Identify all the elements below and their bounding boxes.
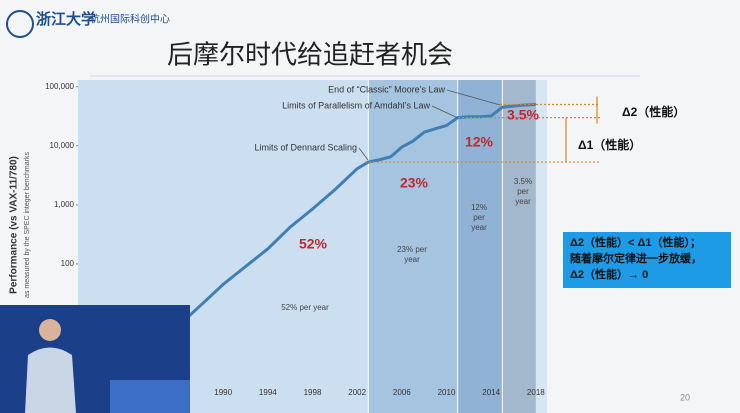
x-tick-label: 1990 [214, 388, 232, 397]
note-line: Δ2（性能）→ 0 [570, 267, 648, 281]
x-tick-label: 2018 [527, 388, 545, 397]
performance-line [177, 103, 536, 327]
y-axis-label: Performance (vs VAX-11/780) [9, 156, 20, 294]
org-text: 杭州国际科创中心 [90, 13, 170, 26]
growth-rate: 12% [465, 134, 494, 150]
note-line: Δ2（性能）< Δ1（性能）； [570, 235, 701, 249]
annotation: End of “Classic” Moore’s Law [328, 84, 445, 94]
region-label: 52% per year [281, 303, 329, 312]
y-tick-label: 100,000 [45, 82, 74, 91]
region-label: year [404, 255, 420, 264]
logo-emblem [6, 10, 34, 38]
x-tick-label: 1998 [304, 388, 322, 397]
slide-title: 后摩尔时代给追赶者机会 [167, 41, 453, 71]
region-label: per [517, 187, 529, 196]
annotation: Limits of Dennard Scaling [254, 142, 357, 152]
x-tick-label: 2014 [482, 388, 500, 397]
region-label: per [473, 213, 485, 222]
growth-rate: 23% [400, 175, 429, 191]
region-label: 3.5% [514, 177, 532, 186]
delta-label: Δ1（性能） [578, 137, 641, 152]
annotation-leader [446, 89, 501, 106]
region [502, 80, 536, 413]
y-axis-sublabel: as measured by the SPEC integer benchmar… [24, 152, 31, 298]
note-box [563, 232, 731, 288]
region-label: year [515, 197, 531, 206]
y-tick-label: 100 [61, 259, 75, 268]
region [368, 80, 458, 413]
delta-label: Δ2（性能） [622, 104, 685, 119]
y-tick-label: 1,000 [54, 200, 75, 209]
x-tick-label: 2002 [348, 388, 366, 397]
annotation-leader [358, 147, 369, 161]
logo-text: 浙江大学 [36, 10, 96, 28]
speaker-video [0, 305, 190, 413]
page-number: 20 [680, 392, 690, 402]
x-tick-label: 1994 [259, 388, 277, 397]
growth-rate: 52% [299, 236, 328, 252]
growth-rate: 3.5% [507, 107, 539, 123]
y-tick-label: 10,000 [50, 141, 75, 150]
x-tick-label: 2010 [438, 388, 456, 397]
annotation-leader [431, 105, 459, 119]
x-tick-label: 2006 [393, 388, 411, 397]
region-label: year [471, 223, 487, 232]
region-label: 12% [471, 203, 487, 212]
note-line: 随着摩尔定律进一步放缓， [570, 251, 702, 265]
region-label: 23% per [397, 245, 427, 254]
region [457, 80, 503, 413]
annotation: Limits of Parallelism of Amdahl’s Law [282, 100, 430, 110]
